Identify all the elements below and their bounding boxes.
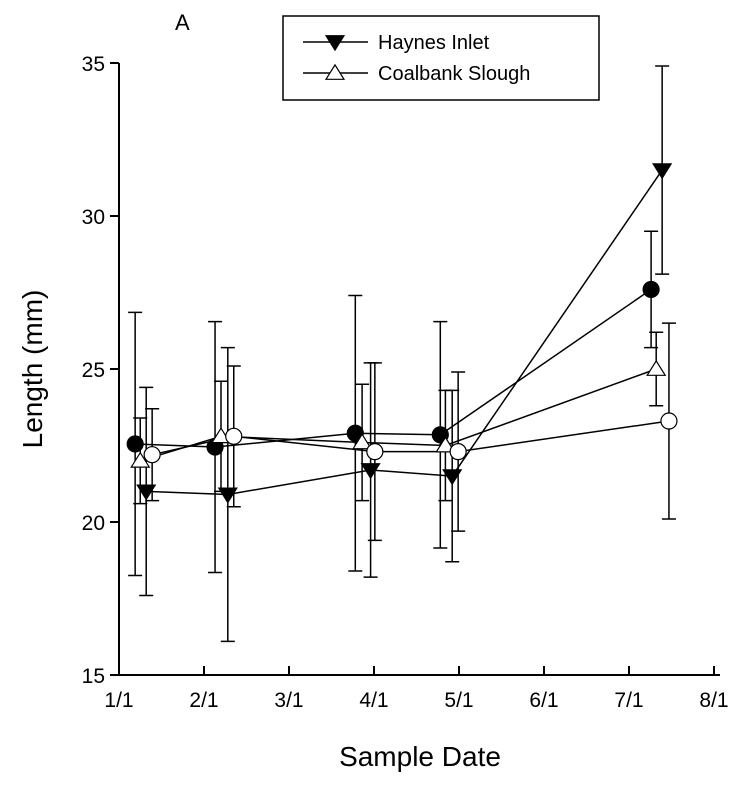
- point: [435, 436, 456, 453]
- panel-label: A: [175, 10, 190, 35]
- x-tick-label: 3/1: [274, 689, 303, 712]
- point: [366, 443, 384, 461]
- point: [360, 463, 381, 480]
- point: [143, 446, 161, 464]
- point: [324, 63, 346, 80]
- point: [449, 443, 467, 461]
- legend-label: Coalbank Slough: [378, 63, 530, 85]
- x-tick-label: 7/1: [614, 689, 643, 712]
- series-line: [135, 288, 652, 448]
- y-tick-label: 35: [82, 53, 105, 76]
- point: [346, 424, 364, 442]
- point: [324, 35, 346, 52]
- point: [126, 435, 144, 453]
- y-tick-label: 30: [82, 206, 105, 229]
- point: [442, 469, 463, 486]
- x-axis-label: Sample Date: [339, 741, 501, 772]
- x-tick-label: 8/1: [699, 689, 728, 712]
- points: [126, 163, 678, 504]
- point: [130, 451, 151, 468]
- point: [352, 433, 373, 450]
- point: [642, 280, 660, 299]
- point: [136, 484, 157, 501]
- legend-box: [282, 15, 600, 101]
- x-tick-label: 5/1: [444, 689, 473, 712]
- point: [217, 487, 238, 504]
- x-tick-label: 4/1: [359, 689, 388, 712]
- point: [646, 359, 667, 376]
- legend-label: Haynes Inlet: [378, 32, 490, 54]
- y-tick-label: 25: [82, 359, 105, 382]
- error-bars: [128, 65, 676, 643]
- y-tick-label: 20: [82, 512, 105, 535]
- x-tick-label: 1/1: [104, 689, 133, 712]
- point: [652, 163, 673, 180]
- y-tick-label: 15: [82, 665, 105, 688]
- x-tick-label: 2/1: [189, 689, 218, 712]
- y-axis-label: Length (mm): [17, 290, 48, 449]
- x-tick-label: 6/1: [529, 689, 558, 712]
- point: [225, 427, 243, 445]
- legend: Haynes Inlet Coalbank Slough: [282, 15, 600, 101]
- point: [660, 412, 678, 430]
